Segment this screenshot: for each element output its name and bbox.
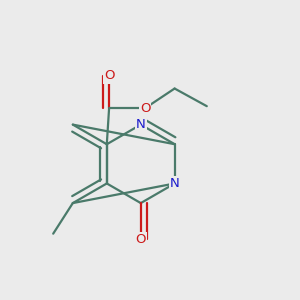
Text: N: N [170,177,180,190]
Text: O: O [140,102,150,115]
Text: O: O [136,233,146,246]
Text: N: N [136,118,146,131]
Text: O: O [104,70,114,83]
